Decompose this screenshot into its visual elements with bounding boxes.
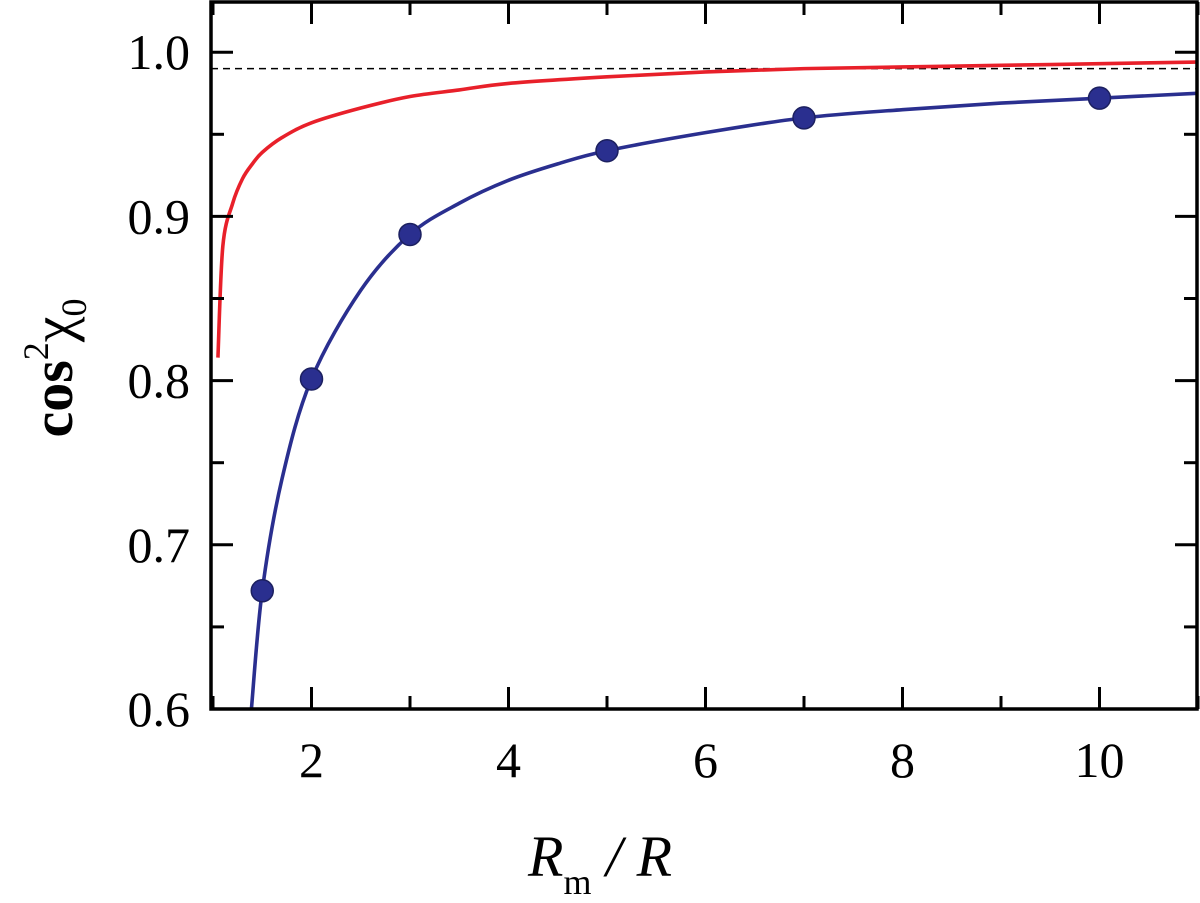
x-axis-label: Rm / R [527, 824, 672, 902]
data-point-1 [299, 367, 324, 391]
x-tick-label: 6 [693, 732, 718, 788]
y-tick-label: 0.8 [128, 353, 191, 409]
data-point-2 [398, 222, 422, 247]
series-line-0 [216, 60, 1197, 358]
x-tick-label: 2 [299, 732, 324, 788]
y-axis-label-greek: χ [20, 316, 85, 343]
x-tick-label: 4 [496, 732, 521, 788]
y-tick-label: 0.6 [128, 681, 191, 737]
x-axis-label-main: R [527, 824, 563, 889]
data-point-0 [250, 579, 274, 603]
x-tick-label: 8 [890, 732, 915, 788]
data-point-4 [792, 106, 816, 130]
plot-area [211, 60, 1197, 709]
y-axis-label-subscript: 0 [54, 298, 94, 316]
x-axis-label-tail: / R [591, 824, 672, 889]
x-tick-label: 10 [1075, 732, 1125, 788]
tick-labels: 2 4 6 8 10 0.6 0.7 0.8 0.9 1.0 [128, 24, 1125, 788]
y-tick-label: 1.0 [128, 24, 191, 80]
y-tick-label: 0.9 [128, 188, 191, 244]
y-axis-label-main: cos [20, 360, 85, 437]
y-axis-label-superscript: 2 [16, 342, 56, 360]
series-line-1 [249, 91, 1197, 709]
x-axis-label-subscript: m [563, 862, 591, 902]
tick-marks [211, 2, 1200, 711]
plot-series-group [211, 60, 1197, 709]
data-point-5 [1087, 86, 1112, 110]
y-axis-label: cos2χ0 [16, 298, 94, 437]
data-point-3 [595, 138, 619, 163]
y-tick-label: 0.7 [128, 517, 191, 573]
